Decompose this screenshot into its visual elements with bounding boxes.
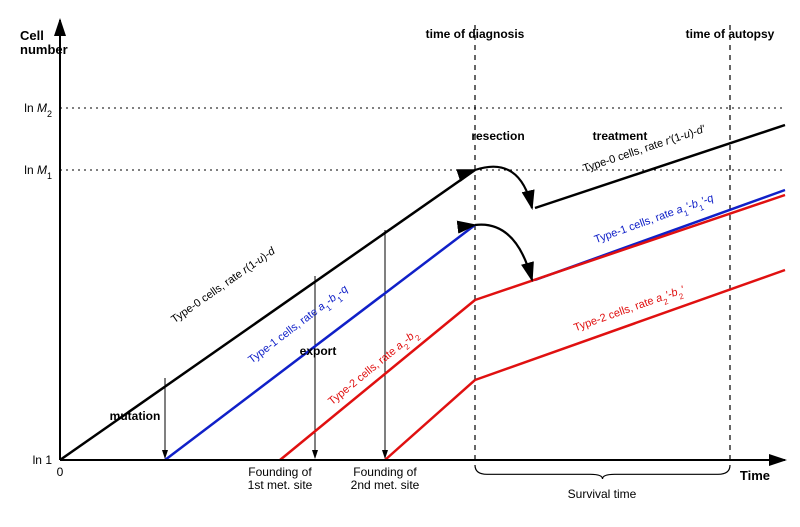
- y-tick-label: ln M2: [24, 101, 52, 119]
- type2a-post: [475, 195, 785, 300]
- type2b-pre: [385, 380, 475, 460]
- type2b-post: [475, 270, 785, 380]
- survival-label: Survival time: [568, 487, 637, 501]
- type1-pre: [165, 225, 475, 460]
- survival-brace: [475, 465, 730, 479]
- event-label: export: [300, 344, 337, 358]
- x-tick-label: Founding of1st met. site: [248, 465, 313, 492]
- x-tick-label: Founding of2nd met. site: [351, 465, 420, 492]
- event-label: resection: [471, 129, 524, 143]
- top-event-label: time of diagnosis: [426, 27, 525, 41]
- x-axis-label: Time: [740, 468, 770, 483]
- type2a-pre-label: Type-2 cells, rate a2-b2: [326, 327, 423, 410]
- type2a-pre: [280, 300, 475, 460]
- event-label: mutation: [110, 409, 161, 423]
- type0-pre-label: Type-0 cells, rate r(1-u)-d: [169, 245, 278, 326]
- top-event-label: time of autopsy: [686, 27, 775, 41]
- x-tick-label: 0: [57, 465, 64, 479]
- diagram-svg: time of diagnosis time of autopsy Type-0 c…: [0, 0, 800, 527]
- diagram-canvas: { "axes": { "x_label": "Time", "x_label_…: [0, 0, 800, 527]
- resection-arrow-0: [475, 167, 532, 208]
- y-tick-label: ln 1: [33, 453, 53, 467]
- resection-arrow-1: [475, 225, 532, 280]
- y-tick-label: ln M1: [24, 163, 52, 181]
- event-label: treatment: [593, 129, 648, 143]
